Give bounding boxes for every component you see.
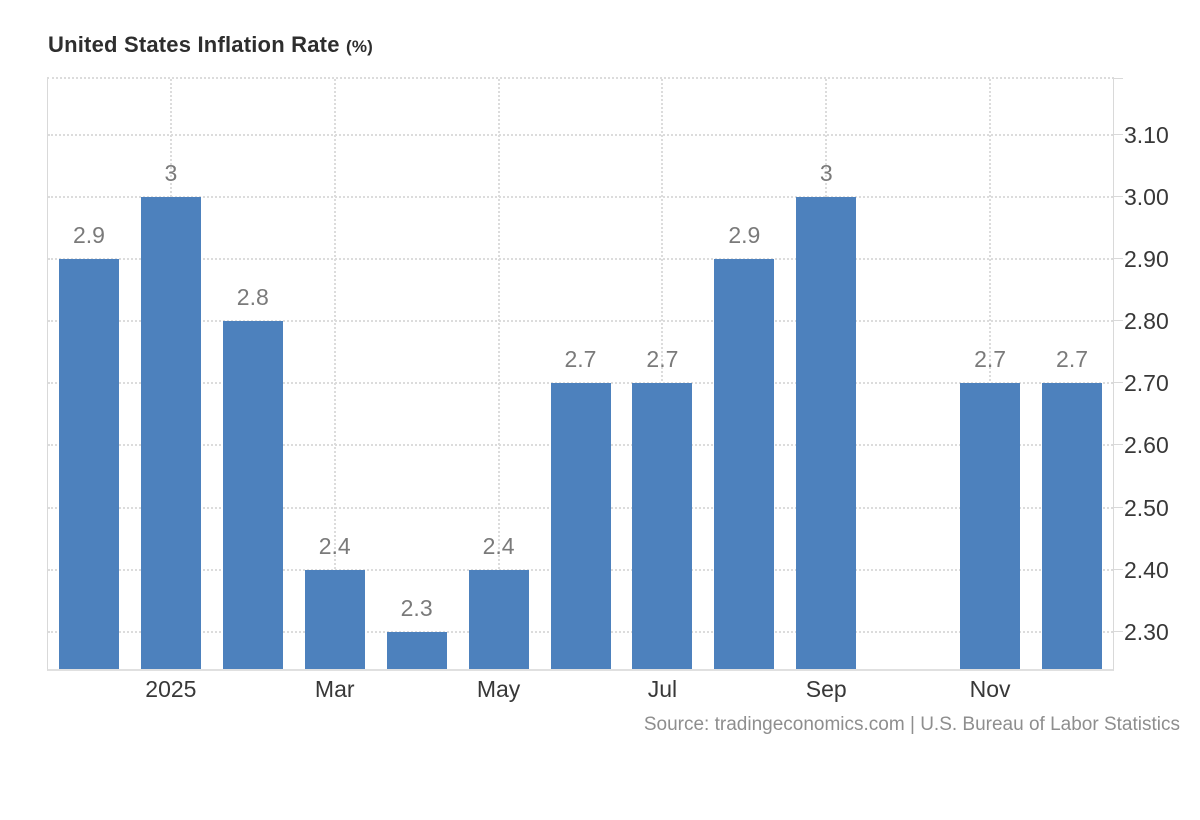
bar[interactable]: [468, 569, 529, 669]
y-axis-label: 2.70: [1124, 370, 1169, 397]
y-axis-label: 2.50: [1124, 494, 1169, 521]
x-axis-label: May: [476, 676, 521, 702]
plot-area: [47, 77, 1114, 671]
gridline-vertical: [497, 79, 500, 669]
y-axis-tick: [1112, 506, 1123, 508]
bar-value-label: 2.7: [1056, 346, 1089, 373]
bar-value-label: 2.3: [400, 594, 433, 621]
bar[interactable]: [386, 631, 447, 669]
y-axis-label: 3.00: [1124, 184, 1169, 210]
bar[interactable]: [140, 197, 201, 669]
y-axis-label: 2.90: [1124, 246, 1169, 273]
y-axis-label: 2.60: [1124, 432, 1169, 459]
gridline-horizontal: [48, 196, 1113, 198]
gridline-vertical: [661, 79, 664, 669]
bar-value-label: 3: [164, 160, 178, 186]
bar-value-label: 2.9: [72, 222, 105, 249]
bar[interactable]: [1042, 383, 1103, 669]
gridline-vertical: [333, 79, 336, 669]
bar[interactable]: [796, 197, 857, 669]
y-axis-tick: [1112, 258, 1123, 260]
y-axis-tick: [1112, 630, 1123, 632]
bar-value-label: 3: [819, 160, 833, 186]
bar-value-label: 2.9: [728, 222, 761, 249]
y-axis-tick: [1112, 196, 1123, 197]
bar[interactable]: [58, 259, 119, 669]
bar[interactable]: [222, 321, 283, 669]
x-axis-label: Nov: [969, 676, 1011, 702]
source-attribution: Source: tradingeconomics.com | U.S. Bure…: [643, 714, 1180, 735]
gridline-vertical: [989, 79, 992, 669]
y-axis-label: 2.40: [1124, 556, 1169, 583]
y-axis-tick: [1112, 320, 1123, 322]
bar-value-label: 2.4: [318, 532, 351, 559]
bar-value-label: 2.7: [564, 346, 597, 373]
chart-title: United States Inflation Rate (%): [48, 32, 373, 58]
bar-value-label: 2.4: [482, 532, 515, 559]
y-axis-tick: [1112, 133, 1123, 135]
x-axis-label: Jul: [647, 676, 678, 702]
bar-value-label: 2.7: [646, 346, 679, 373]
bar[interactable]: [960, 383, 1021, 669]
bar[interactable]: [714, 259, 775, 669]
x-axis-label: 2025: [145, 676, 197, 702]
y-axis-tick: [1112, 444, 1123, 446]
y-axis-tick: [1112, 78, 1123, 79]
chart-title-text: United States Inflation Rate: [48, 32, 340, 57]
gridline-horizontal: [48, 320, 1113, 323]
chart-title-unit: (%): [345, 37, 373, 56]
bar-value-label: 2.7: [974, 346, 1007, 373]
x-axis-label: Sep: [805, 676, 847, 702]
gridline-horizontal: [48, 133, 1113, 136]
x-axis-label: Mar: [314, 676, 355, 702]
bar-value-label: 2.8: [236, 284, 269, 311]
gridline-horizontal: [48, 258, 1113, 261]
y-axis-tick: [1112, 568, 1123, 570]
y-axis-tick: [1112, 382, 1123, 384]
bar[interactable]: [304, 569, 365, 669]
bar[interactable]: [550, 383, 611, 669]
y-axis-label: 3.10: [1124, 121, 1169, 148]
y-axis-label: 2.80: [1124, 308, 1169, 335]
bar[interactable]: [632, 383, 693, 669]
y-axis-label: 2.30: [1124, 618, 1169, 645]
